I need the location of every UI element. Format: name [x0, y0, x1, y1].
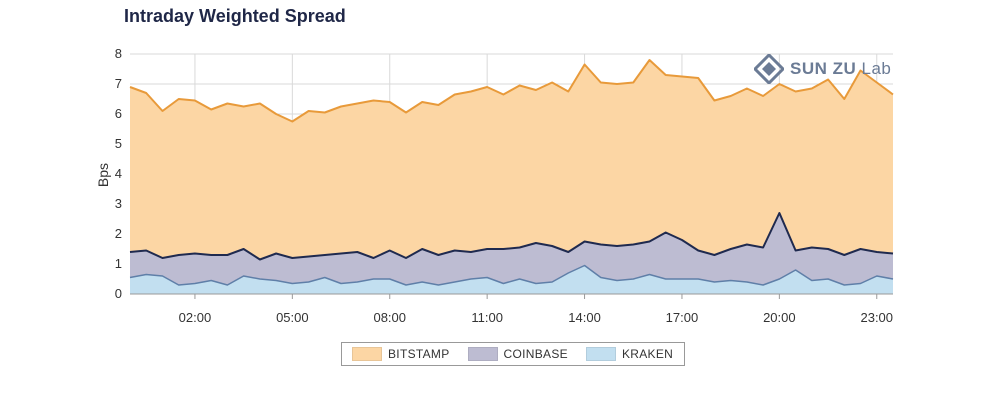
legend: BITSTAMP COINBASE KRAKEN — [341, 342, 685, 366]
y-tick-label: 0 — [115, 286, 122, 301]
legend-label-coinbase: COINBASE — [503, 347, 568, 361]
x-tick-label: 05:00 — [276, 310, 309, 325]
y-tick-label: 5 — [115, 136, 122, 151]
legend-item-bitstamp[interactable]: BITSTAMP — [352, 347, 450, 361]
y-axis-title: Bps — [95, 163, 111, 187]
watermark-suffix: Lab — [861, 59, 892, 78]
y-tick-label: 7 — [115, 76, 122, 91]
watermark-brand: SUN ZU — [790, 59, 857, 78]
legend-item-coinbase[interactable]: COINBASE — [467, 347, 568, 361]
series-line-bitstamp — [129, 59, 894, 123]
y-tick-label: 4 — [115, 166, 122, 181]
y-tick-label: 8 — [115, 46, 122, 61]
y-tick-label: 1 — [115, 256, 122, 271]
series-area-bitstamp — [130, 60, 893, 294]
x-tick-label: 14:00 — [568, 310, 601, 325]
x-tick-label: 11:00 — [471, 310, 503, 325]
legend-label-bitstamp: BITSTAMP — [388, 347, 450, 361]
series-area-kraken — [130, 265, 893, 294]
watermark-logo: SUN ZU Lab — [754, 54, 891, 84]
series-layer — [129, 59, 894, 294]
legend-swatch-kraken — [585, 347, 616, 361]
series-line-coinbase — [129, 212, 894, 261]
x-tick-label: 08:00 — [373, 310, 406, 325]
x-tick-label: 20:00 — [763, 310, 796, 325]
series-line-kraken — [129, 264, 894, 286]
x-tick-label: 02:00 — [179, 310, 212, 325]
x-tick-label: 17:00 — [666, 310, 699, 325]
legend-label-kraken: KRAKEN — [621, 347, 674, 361]
y-tick-label: 2 — [115, 226, 122, 241]
x-tick-label: 23:00 — [860, 310, 893, 325]
sunzu-logo-icon — [754, 54, 784, 84]
legend-swatch-coinbase — [467, 347, 498, 361]
y-tick-label: 3 — [115, 196, 122, 211]
legend-swatch-bitstamp — [352, 347, 382, 361]
series-area-coinbase — [130, 213, 893, 294]
legend-item-kraken[interactable]: KRAKEN — [585, 347, 674, 361]
chart-title: Intraday Weighted Spread — [124, 6, 346, 26]
watermark-text: SUN ZU Lab — [790, 59, 891, 79]
y-tick-label: 6 — [115, 106, 122, 121]
axis-layer: 0 1 2 3 4 5 6 7 8 02:00 05:00 08:00 11:00 14:00 17:00 2… — [115, 46, 893, 325]
